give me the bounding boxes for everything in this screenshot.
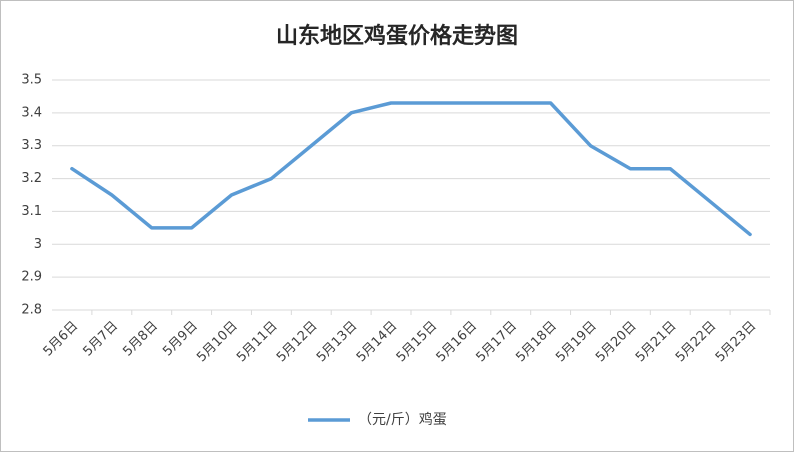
data-line xyxy=(70,101,752,237)
y-tick-label: 3.2 xyxy=(21,171,42,186)
y-tick-label: 3.4 xyxy=(21,105,42,120)
y-tick-label: 3.1 xyxy=(21,204,42,219)
y-tick-label: 3.3 xyxy=(21,138,42,153)
y-tick-label: 3 xyxy=(34,237,42,252)
y-tick-label: 2.8 xyxy=(21,303,42,318)
y-tick-label: 2.9 xyxy=(21,270,42,285)
legend-label: （元/斤）鸡蛋 xyxy=(358,411,447,428)
y-tick-label: 3.5 xyxy=(21,73,42,88)
chart-title: 山东地区鸡蛋价格走势图 xyxy=(276,23,518,49)
